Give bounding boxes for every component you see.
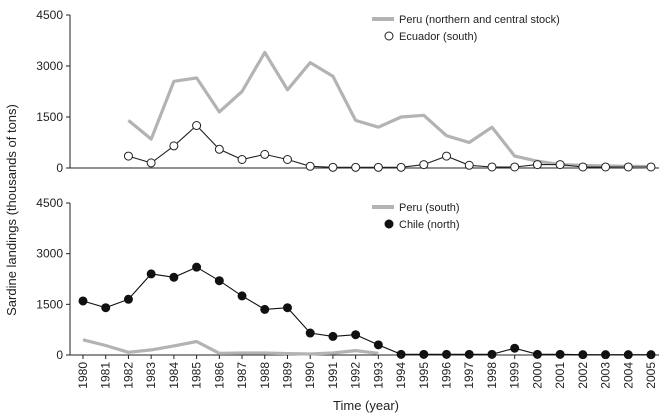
data-point [146,158,156,168]
data-point [464,160,474,170]
y-tick-label: 4500 [36,8,63,22]
data-point [169,272,179,282]
data-point [510,343,520,353]
x-tick-label: 2000 [530,362,544,389]
x-tick-label: 1981 [99,362,113,389]
x-axis-tick-labels: 1980 1981 1982 1983 1984 1985 1986 1987 1988 1989… [76,355,658,389]
x-tick-label: 1995 [417,362,431,389]
data-point [101,303,111,313]
data-point [373,340,383,350]
data-point [487,162,497,172]
series-line [127,50,652,169]
x-tick-label: 2001 [553,362,567,389]
panel-bottom: 4500 3000 1500 0 Peru (south) Chile (north) [36,196,659,362]
x-tick-label: 1987 [235,362,249,389]
data-point [282,155,292,164]
x-tick-label: 1994 [394,362,408,389]
data-point [555,160,565,170]
data-point [146,269,156,279]
data-point [282,303,292,313]
data-point [260,304,270,314]
y-tick-label: 0 [56,348,63,362]
panel-top: 4500 3000 1500 0 Peru (northern and central … [36,8,659,175]
y-axis-title: Sardine landings (thousands of tons) [4,104,19,316]
x-tick-label: 2003 [599,362,613,389]
data-point [192,121,202,130]
x-tick-label: 1997 [462,362,476,389]
data-point [237,291,247,301]
data-point [419,160,429,170]
data-point [328,331,338,341]
x-tick-label: 2002 [576,362,590,389]
data-point [646,162,656,172]
series-line [82,338,379,356]
series-line [128,124,651,168]
x-tick-label: 1985 [190,362,204,389]
x-axis-title: Time (year) [333,398,399,413]
data-point [78,296,88,306]
legend-label: Peru (northern and central stock) [399,14,560,26]
data-point [396,162,406,172]
data-point [373,162,383,172]
x-tick-label: 2005 [644,362,658,389]
data-point [442,151,452,161]
x-tick-label: 1989 [280,362,294,389]
y-tick-label: 3000 [36,59,63,73]
data-point [123,294,133,304]
data-point [351,162,361,172]
x-tick-label: 2004 [621,362,635,389]
legend-label: Peru (south) [399,202,460,214]
data-point [214,144,224,154]
data-point [237,155,247,164]
x-tick-label: 1983 [144,362,158,389]
x-tick-label: 1980 [76,362,90,389]
legend-label: Chile (north) [399,219,460,231]
data-point [123,151,133,161]
data-point [601,162,611,172]
data-point [532,160,542,170]
data-point [328,162,338,172]
data-point [578,162,588,172]
x-tick-label: 1993 [371,362,385,389]
x-tick-label: 1999 [508,362,522,389]
data-point [305,161,315,171]
data-point [351,330,361,340]
y-tick-label: 1500 [36,297,63,311]
y-tick-label: 0 [56,161,63,175]
data-point [214,276,224,286]
data-point [169,141,179,151]
y-tick-label: 1500 [36,110,63,124]
legend-swatch [384,31,394,41]
x-tick-label: 1996 [440,362,454,389]
x-tick-label: 1986 [212,362,226,389]
x-tick-label: 1988 [258,362,272,389]
x-tick-label: 1984 [167,362,181,389]
data-point [305,328,315,338]
x-tick-label: 1998 [485,362,499,389]
data-point [510,162,520,172]
y-tick-label: 4500 [36,196,63,210]
x-tick-label: 1992 [349,362,363,389]
series-line [82,266,651,356]
x-tick-label: 1982 [121,362,135,389]
x-tick-label: 1990 [303,362,317,389]
data-point [192,262,202,272]
data-point [260,149,270,159]
legend-swatch [384,219,394,229]
data-point [623,162,633,172]
y-tick-label: 3000 [36,247,63,261]
legend-label: Ecuador (south) [399,31,477,43]
x-tick-label: 1991 [326,362,340,389]
